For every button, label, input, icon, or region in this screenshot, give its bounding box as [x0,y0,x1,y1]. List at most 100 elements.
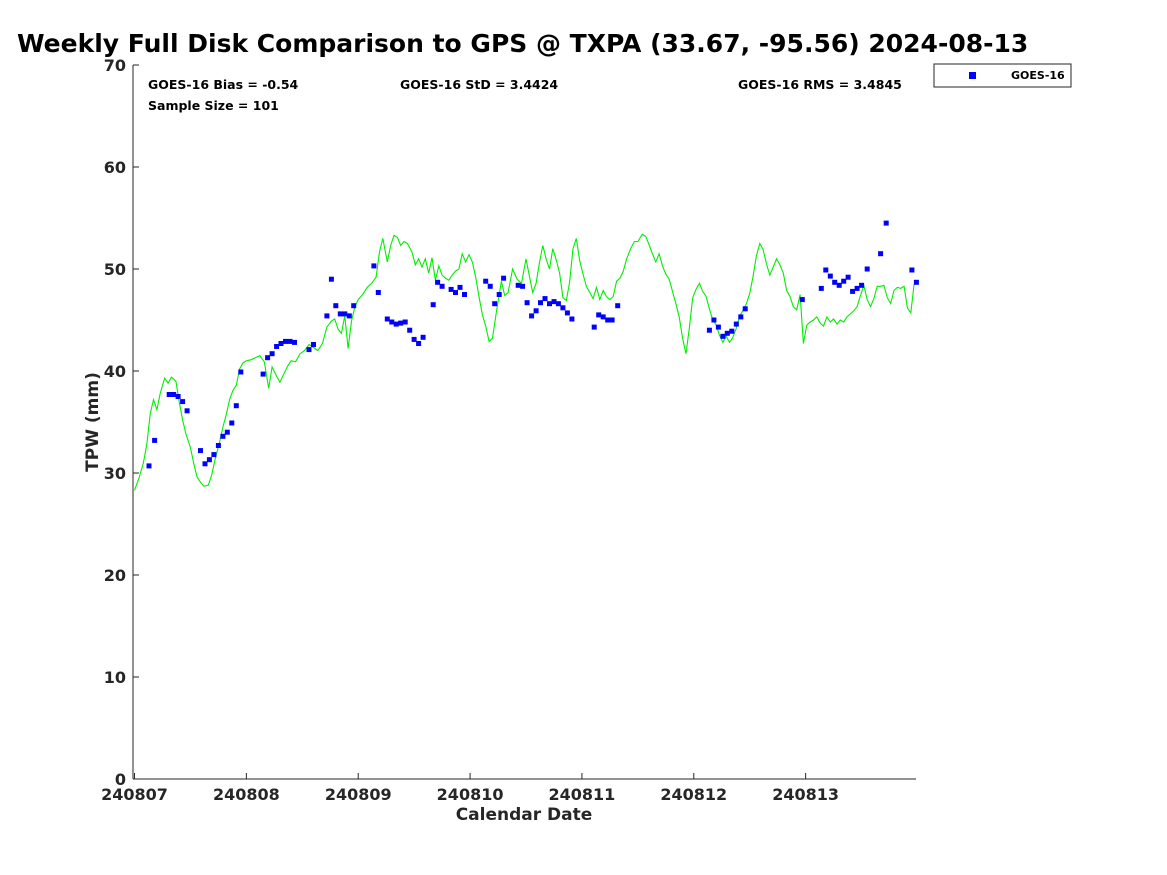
goes-16-point [152,437,158,443]
goes-16-point [733,321,739,327]
x-tick-label: 240808 [213,785,280,804]
goes-16-point [346,313,352,319]
goes-16-point [333,303,339,309]
goes-16-point [492,301,498,307]
goes-16-point [311,342,316,347]
goes-16-point [515,282,521,288]
goes-16-point [850,288,856,294]
goes-16-point [292,339,297,345]
goes-16-point [845,274,851,280]
bias-stat: GOES-16 Bias = -0.54 [148,77,299,92]
goes-16-point [206,457,212,463]
goes-16-point [799,297,805,303]
goes-16-point [393,321,399,327]
goes-16-point [224,429,230,435]
goes-16-point [402,319,408,325]
gps-line [133,233,918,491]
goes-16-point [569,316,575,322]
goes-16-point [605,317,611,323]
goes-16-point [909,267,915,273]
goes-16-point [864,266,870,272]
y-tick-label: 20 [104,566,126,585]
goes-16-point [724,330,730,336]
goes-16-point [841,278,847,284]
goes-16-point [600,314,606,320]
goes-16-point [496,292,502,297]
goes-16-point [269,351,275,357]
goes-16-point [711,317,717,323]
goes-16-point [265,355,271,361]
sample-size-stat: Sample Size = 101 [148,98,279,113]
goes-16-point [483,278,489,284]
std-stat: GOES-16 StD = 3.4424 [400,77,558,92]
y-tick-label: 40 [104,362,126,381]
y-tick-label: 60 [104,158,126,177]
x-ticks: 240807 240808 240809 240810 240811 240812 2408… [101,773,839,804]
goes-16-point [306,347,312,353]
plot-area [132,65,919,780]
goes-16-point [166,392,172,397]
goes-16-point [706,327,712,333]
goes-16-point [551,299,557,305]
goes-16-point [260,371,266,377]
legend-marker-goes-16 [969,72,976,79]
x-axis-label: Calendar Date [456,805,593,825]
rms-stat: GOES-16 RMS = 3.4845 [738,77,902,92]
goes-16-point [337,311,343,317]
goes-16-point [215,443,221,448]
goes-16-point [233,403,239,409]
x-tick-label: 240807 [101,785,168,804]
y-tick-label: 10 [104,668,126,687]
goes-16-series [146,220,919,469]
goes-16-point [384,316,390,322]
x-tick-label: 240813 [772,785,839,804]
goes-16-point [435,279,441,285]
goes-16-point [720,333,726,339]
goes-16-point [560,305,566,311]
goes-16-point [274,344,280,349]
goes-16-point [407,327,413,333]
goes-16-point [529,313,535,319]
goes-16-point [533,308,539,314]
y-tick-label: 50 [104,260,126,279]
goes-16-point [146,463,152,469]
goes-16-point [238,369,244,375]
goes-16-point [198,448,203,454]
goes-16-point [715,324,721,330]
goes-16-point [609,317,615,323]
goes-16-point [342,311,348,317]
goes-16-point [823,267,829,273]
goes-16-point [430,302,436,308]
goes-16-point [202,461,208,467]
y-axis-label: TPW (mm) [83,372,103,472]
goes-16-point [520,283,526,289]
goes-16-point [453,290,458,295]
gps-series [133,233,918,491]
goes-16-point [542,296,548,302]
goes-16-point [184,408,190,414]
goes-16-point [615,303,621,309]
legend: GOES-16 [933,63,1072,88]
goes-16-point [371,263,377,269]
y-tick-label: 30 [104,464,126,483]
goes-16-point [287,338,293,344]
goes-16-point [913,279,919,285]
goes-16-point [555,301,561,307]
goes-16-point [462,292,467,297]
goes-16-point [457,284,463,290]
goes-16-point [742,306,748,312]
legend-box [933,63,1072,88]
goes-16-point [854,285,860,291]
goes-16-point [351,303,357,309]
goes-16-point [487,283,493,289]
goes-16-point [328,276,334,282]
goes-16-point [564,310,570,316]
goes-16-point [389,319,395,325]
goes-16-point [448,286,454,292]
goes-16-point [729,328,735,334]
y-ticks: 0 10 20 30 40 50 60 70 [104,56,139,789]
goes-16-point [420,334,426,340]
goes-16-point [538,300,543,306]
goes-16-point [878,251,884,257]
